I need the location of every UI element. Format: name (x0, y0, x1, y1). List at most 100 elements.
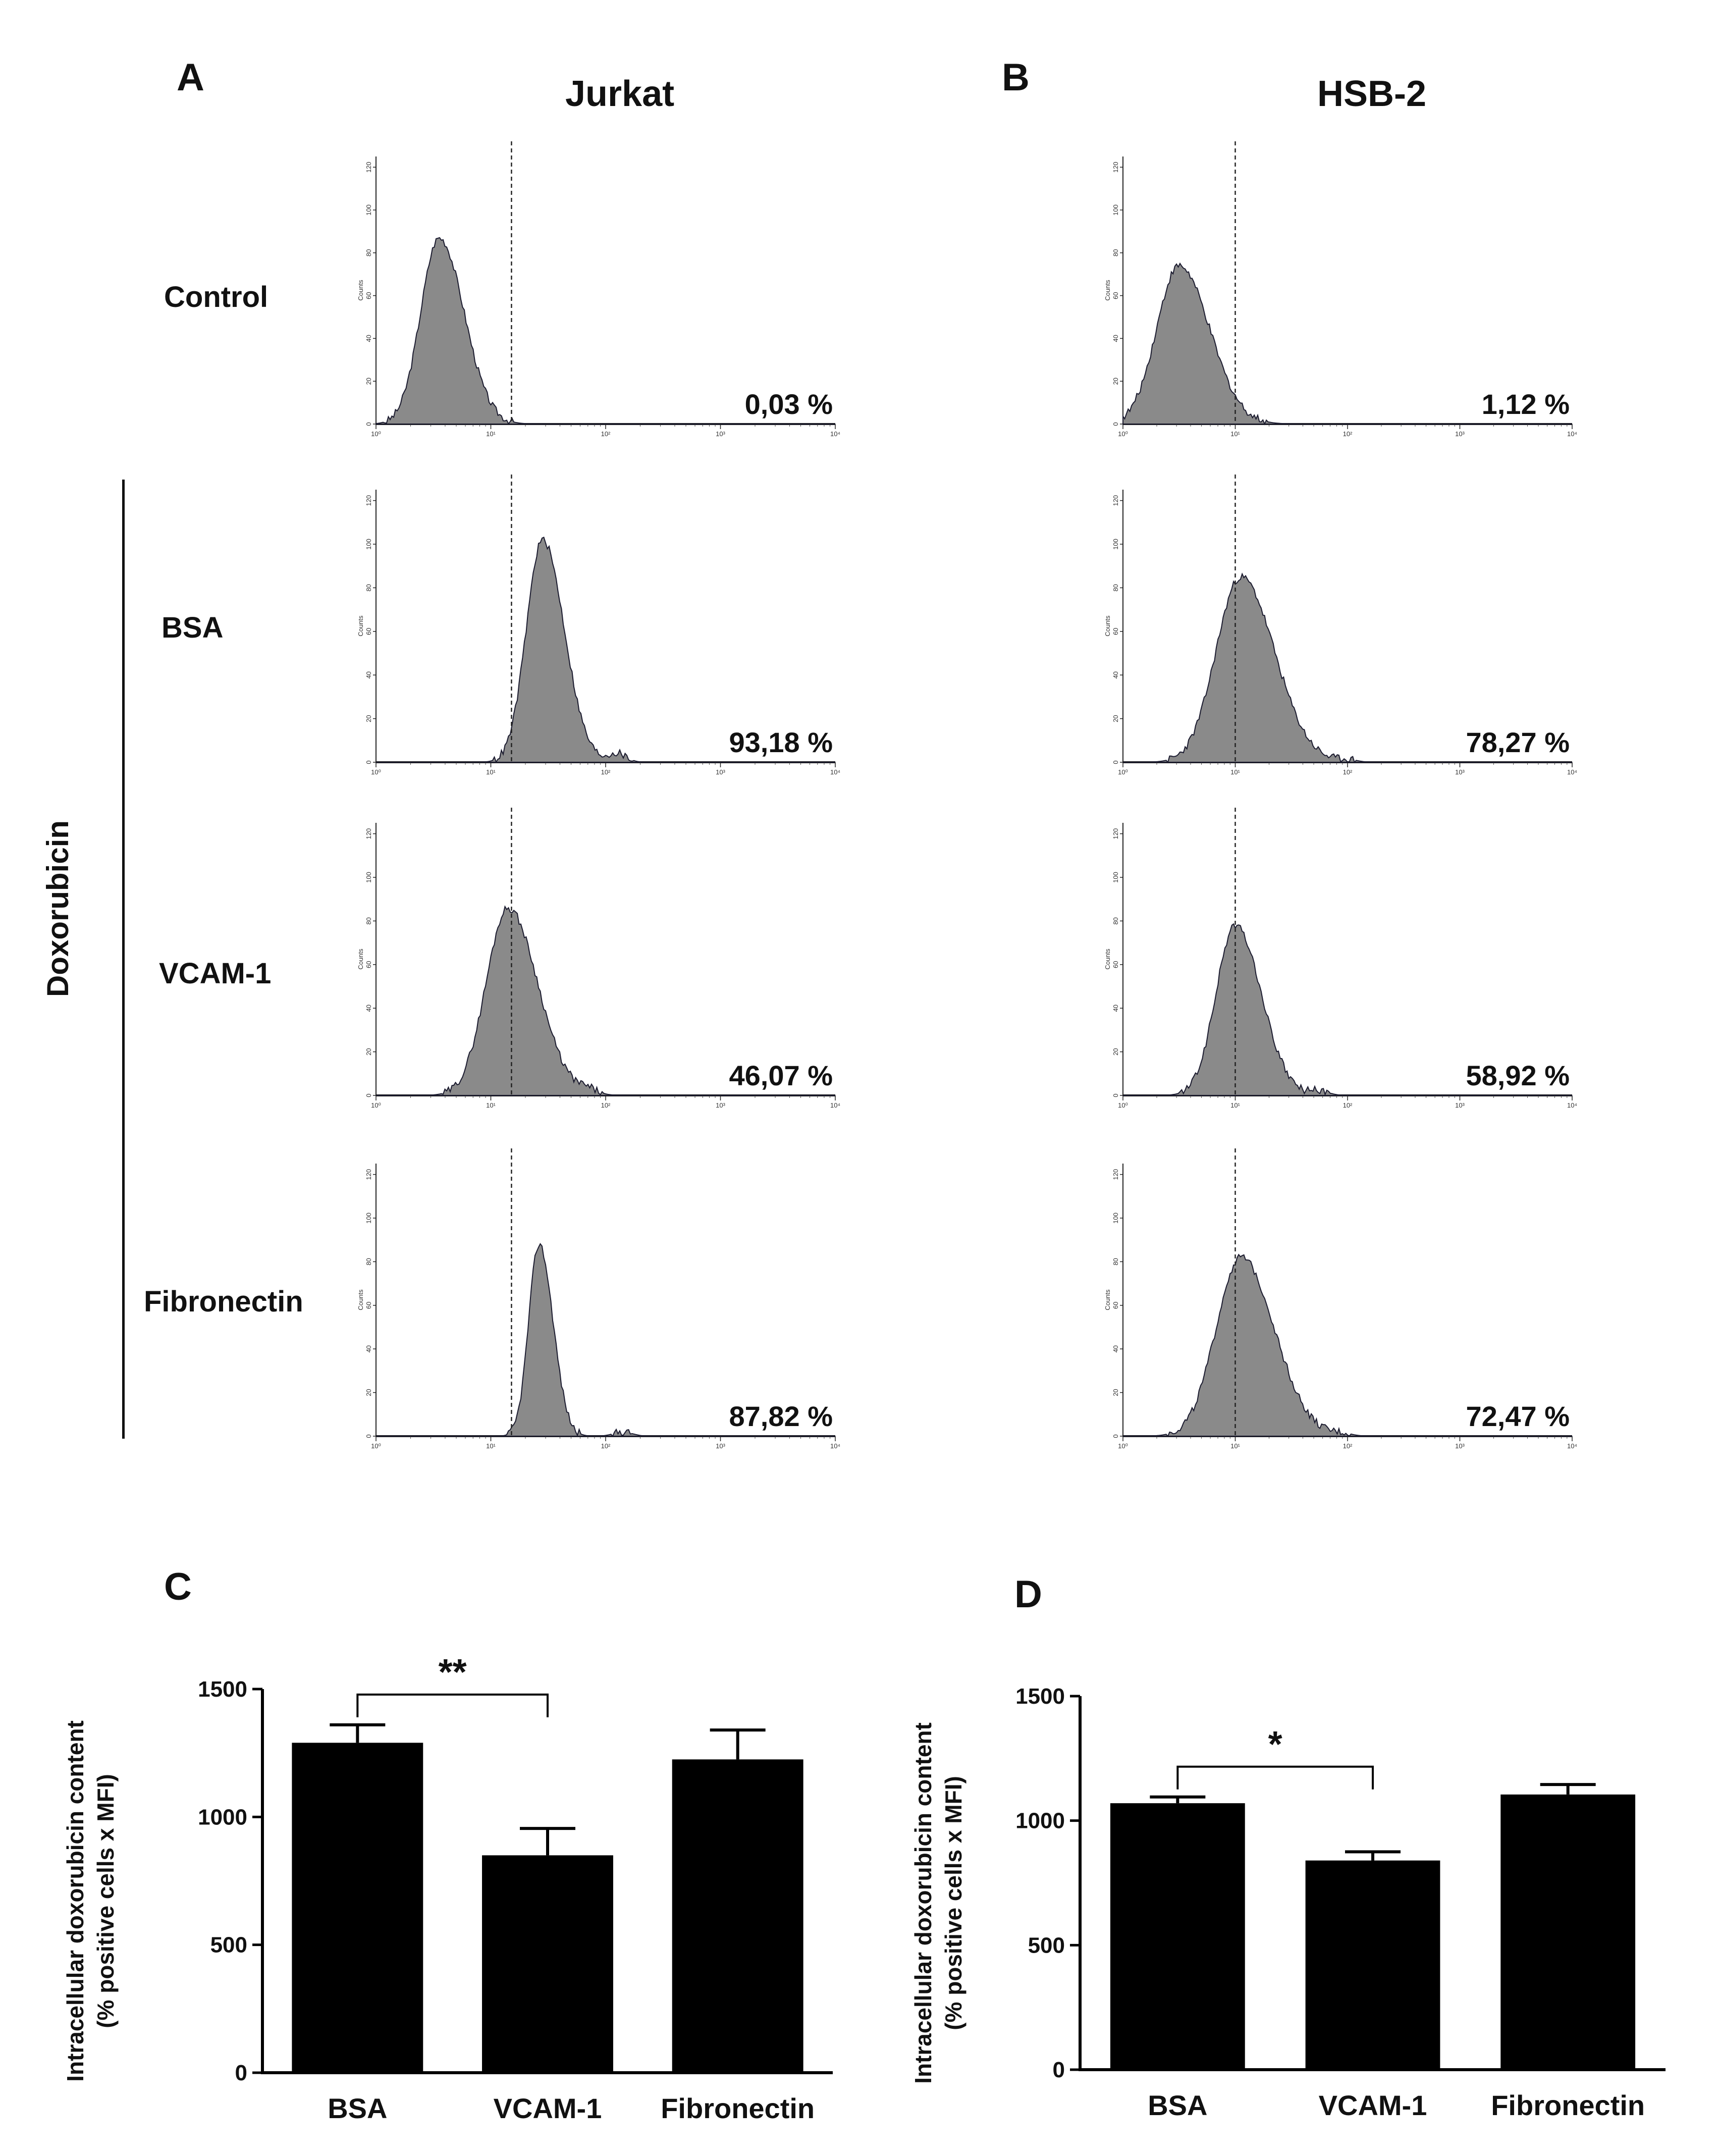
x-tick-label: 10⁴ (830, 1442, 840, 1450)
x-tick-label: 10¹ (486, 768, 496, 776)
y-tick-label: 120 (1112, 495, 1119, 506)
y-tick-label: 120 (1112, 1169, 1119, 1180)
y-tick-label: 80 (1112, 1258, 1119, 1265)
x-tick-label: 10³ (1455, 1101, 1465, 1109)
histogram-area (1122, 262, 1572, 426)
y-tick-label: 40 (1112, 671, 1119, 678)
histogram-area (375, 237, 835, 425)
significance-label: * (1268, 1724, 1282, 1765)
y-tick-label: 20 (1112, 1389, 1119, 1396)
y-tick-label: 80 (365, 917, 372, 924)
histogram-jurkat-fibronectin: 0 20 40 60 80 100 120 Counts 10⁰ 10¹ 10² 10³ 10⁴ 87,8… (357, 1148, 840, 1450)
x-tick-label: 10² (601, 768, 611, 776)
category-label: BSA (1148, 2089, 1207, 2121)
y-tick-label: 0 (365, 1093, 372, 1097)
percent-positive-label: 78,27 % (1466, 726, 1570, 758)
y-tick-label: 0 (1112, 1434, 1119, 1438)
x-tick-label: 10² (601, 1442, 611, 1450)
x-tick-label: 10³ (716, 1442, 725, 1450)
y-tick-label: 120 (365, 828, 372, 839)
x-tick-label: 10² (601, 430, 611, 438)
x-tick-label: 10³ (716, 768, 725, 776)
x-tick-label: 10⁴ (1567, 768, 1577, 776)
y-tick-label: 100 (1112, 539, 1119, 550)
x-tick-label: 10² (1343, 1101, 1353, 1109)
panel-letter-d: D (1014, 1573, 1042, 1616)
y-tick-label: 120 (1112, 162, 1119, 173)
bar-fibronectin (1500, 1794, 1636, 2070)
y-tick-label: 0 (1112, 422, 1119, 426)
category-label: Fibronectin (661, 2092, 815, 2124)
y-tick-label: 20 (365, 1389, 372, 1396)
y-tick-label: 40 (365, 671, 372, 678)
panel-letter-b: B (1002, 56, 1030, 99)
percent-positive-label: 1,12 % (1482, 388, 1570, 420)
histogram-hsb2-vcam1: 0 20 40 60 80 100 120 Counts 10⁰ 10¹ 10² 10³ 10⁴ 58,9… (1104, 808, 1577, 1109)
y-tick-label: 100 (365, 204, 372, 216)
bar-chart-c: Intracellular doxorubicin content (% posi… (62, 1652, 833, 2124)
y-tick-label: 100 (365, 539, 372, 550)
percent-positive-label: 72,47 % (1466, 1400, 1570, 1432)
y-tick-label: 60 (365, 628, 372, 635)
x-tick-label: 10² (1343, 430, 1353, 438)
y-tick-label: 1500 (198, 1677, 247, 1702)
y-tick-label: 60 (365, 1302, 372, 1309)
y-tick-label: 0 (1053, 2058, 1065, 2082)
y-axis-label: Counts (357, 280, 364, 301)
x-tick-label: 10⁰ (371, 1442, 381, 1450)
y-tick-label: 500 (1028, 1933, 1065, 1958)
y-tick-label: 20 (1112, 715, 1119, 722)
y-tick-label: 80 (1112, 584, 1119, 591)
x-tick-label: 10⁰ (1118, 1101, 1128, 1109)
row-label-bsa: BSA (162, 611, 224, 644)
x-tick-label: 10¹ (1230, 1101, 1240, 1109)
x-tick-label: 10³ (716, 1101, 725, 1109)
row-label-control: Control (164, 281, 269, 313)
x-tick-label: 10² (1343, 1442, 1353, 1450)
x-tick-label: 10³ (1455, 768, 1465, 776)
y-axis-label-line2: (% positive cells x MFI) (92, 1774, 119, 2028)
y-tick-label: 0 (1112, 1093, 1119, 1097)
y-axis-label: Counts (1104, 949, 1111, 970)
y-tick-label: 120 (365, 162, 372, 173)
percent-positive-label: 46,07 % (729, 1060, 833, 1091)
y-tick-label: 80 (1112, 917, 1119, 924)
x-tick-label: 10¹ (486, 430, 496, 438)
x-tick-label: 10¹ (486, 1442, 496, 1450)
y-tick-label: 60 (1112, 292, 1119, 299)
y-tick-label: 0 (365, 760, 372, 764)
x-tick-label: 10³ (1455, 430, 1465, 438)
percent-positive-label: 58,92 % (1466, 1060, 1570, 1091)
histogram-hsb2-control: 0 20 40 60 80 100 120 Counts 10⁰ 10¹ 10² 10³ 10⁴ 1,12… (1104, 141, 1577, 438)
y-tick-label: 40 (365, 1345, 372, 1352)
y-tick-label: 20 (1112, 378, 1119, 385)
doxorubicin-group-label: Doxorubicin (41, 820, 75, 997)
y-axis-label-line1: Intracellular doxorubicin content (910, 1722, 936, 2084)
y-axis-label-line1: Intracellular doxorubicin content (62, 1720, 88, 2082)
percent-positive-label: 0,03 % (745, 388, 833, 420)
y-axis-label: Counts (1104, 1289, 1111, 1310)
percent-positive-label: 87,82 % (729, 1400, 833, 1432)
y-tick-label: 20 (365, 1048, 372, 1055)
significance-label: ** (439, 1652, 467, 1693)
y-tick-label: 40 (1112, 1005, 1119, 1012)
category-label: VCAM-1 (494, 2092, 602, 2124)
panel-letter-c: C (164, 1565, 192, 1608)
row-label-fibronectin: Fibronectin (144, 1285, 303, 1318)
histogram-jurkat-bsa: 0 20 40 60 80 100 120 Counts 10⁰ 10¹ 10² 10³ 10⁴ 93,1… (357, 475, 840, 776)
y-tick-label: 60 (365, 961, 372, 968)
x-tick-label: 10¹ (1230, 768, 1240, 776)
y-tick-label: 40 (1112, 335, 1119, 342)
category-label: VCAM-1 (1319, 2089, 1427, 2121)
category-label: BSA (328, 2092, 387, 2124)
y-tick-label: 80 (365, 1258, 372, 1265)
bar-bsa (1110, 1803, 1245, 2070)
histogram-jurkat-vcam1: 0 20 40 60 80 100 120 Counts 10⁰ 10¹ 10² 10³ 10⁴ 46,0… (357, 808, 840, 1109)
histogram-hsb2-bsa: 0 20 40 60 80 100 120 Counts 10⁰ 10¹ 10² 10³ 10⁴ 78,2… (1104, 475, 1577, 776)
x-tick-label: 10⁰ (371, 1101, 381, 1109)
bar-fibronectin (672, 1759, 803, 2073)
histogram-area (376, 905, 835, 1096)
y-axis-label: Counts (357, 615, 364, 637)
bar-vcam1 (482, 1855, 613, 2073)
y-axis-label-line2: (% positive cells x MFI) (940, 1776, 967, 2030)
